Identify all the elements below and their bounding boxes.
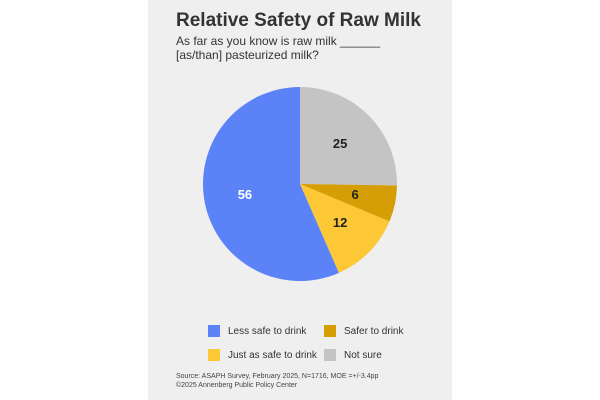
legend-label: Safer to drink [344,325,404,337]
legend-item-less-safe: Less safe to drink [208,324,306,338]
legend-item-not-sure: Not sure [324,348,382,362]
pie-slice-less-safe-to-drink [202,87,339,282]
legend-swatch [324,325,336,337]
slice-value-label: 12 [333,215,347,230]
subtitle-line-2: [as/than] pasteurized milk? [176,48,319,62]
source-note: Source: ASAPH Survey, February 2025, N=1… [176,372,378,390]
slice-value-label: 25 [333,136,347,151]
copyright-line: ©2025 Annenberg Public Policy Center [176,382,298,389]
legend-label: Just as safe to drink [228,349,317,361]
chart-title: Relative Safety of Raw Milk [176,10,421,31]
pie-slice-not-sure [300,87,397,186]
legend-label: Not sure [344,349,382,361]
chart-legend: Less safe to drink Safer to drink Just a… [208,324,428,368]
slice-value-label: 56 [238,187,252,202]
legend-swatch [324,349,336,361]
legend-swatch [208,325,220,337]
pie-chart: 25 6 12 56 [202,87,397,282]
chart-card: Relative Safety of Raw Milk As far as yo… [148,0,452,400]
chart-subtitle: As far as you know is raw milk ______ [a… [176,34,416,62]
pie-slice-safer-to-drink [300,184,397,222]
slice-value-label: 6 [351,187,358,202]
legend-label: Less safe to drink [228,325,307,337]
subtitle-line-1: As far as you know is raw milk ______ [176,34,381,48]
pie-slice-just-as-safe-to-drink [300,184,390,273]
legend-swatch [208,349,220,361]
legend-item-safer: Safer to drink [324,324,403,338]
source-line: Source: ASAPH Survey, February 2025, N=1… [176,373,379,380]
legend-item-just-as-safe: Just as safe to drink [208,348,317,362]
